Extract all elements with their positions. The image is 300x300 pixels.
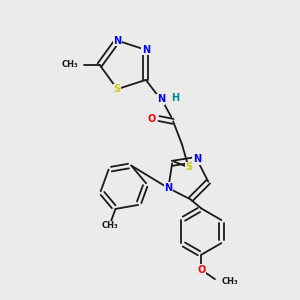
Text: CH₃: CH₃ [101,221,118,230]
Text: S: S [185,163,193,172]
Text: O: O [197,265,206,275]
Text: O: O [148,113,156,124]
Text: N: N [193,154,201,164]
Text: N: N [157,94,165,104]
Text: CH₃: CH₃ [222,278,238,286]
Text: N: N [164,183,172,193]
Text: N: N [142,45,150,55]
Text: N: N [113,36,121,46]
Text: S: S [114,84,121,94]
Text: CH₃: CH₃ [62,60,78,69]
Text: H: H [171,93,179,103]
